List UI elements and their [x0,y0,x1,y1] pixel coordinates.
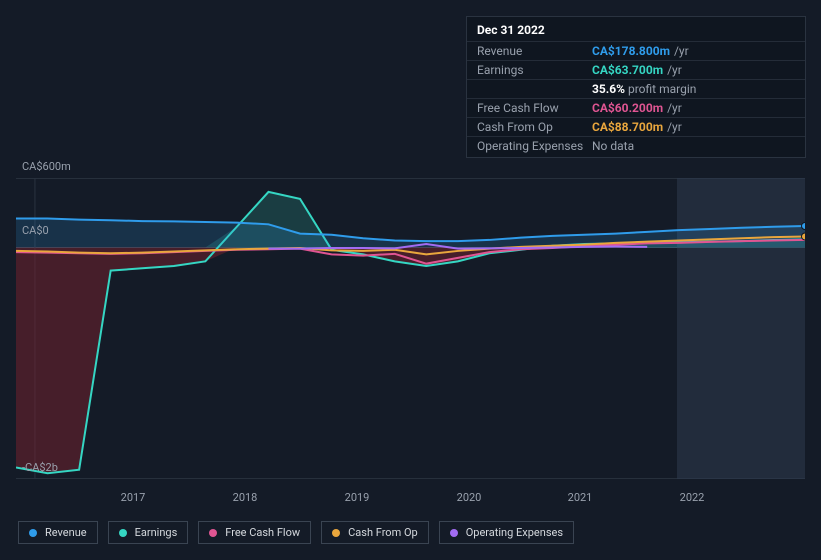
tooltip-row: RevenueCA$178.800m/yr [467,41,805,60]
y-axis-label: -CA$2b [22,461,58,474]
tooltip-value: CA$88.700m/yr [592,120,795,134]
tooltip-row: Cash From OpCA$88.700m/yr [467,117,805,136]
tooltip-label: Earnings [477,63,592,77]
tooltip-value: CA$178.800m/yr [592,44,795,58]
x-axis-label: 2019 [345,491,370,504]
legend-swatch [119,529,127,537]
tooltip-value: No data [592,139,795,153]
x-axis-label: 2022 [680,491,705,504]
x-axis-label: 2017 [121,491,146,504]
tooltip-value: CA$63.700m/yr [592,63,795,77]
legend-swatch [29,529,37,537]
tooltip-row: Operating ExpensesNo data [467,136,805,155]
financial-chart-widget: { "tooltip": { "position": {"left": 466,… [0,0,821,560]
tooltip-label: Revenue [477,44,592,58]
tooltip-label: Operating Expenses [477,139,592,153]
legend-label: Operating Expenses [466,526,563,539]
tooltip-row: EarningsCA$63.700m/yr [467,60,805,79]
x-axis-label: 2018 [233,491,258,504]
legend-item-revenue[interactable]: Revenue [18,521,98,544]
legend-label: Free Cash Flow [225,526,300,539]
tooltip-date: Dec 31 2022 [467,23,805,41]
chart-legend: Revenue Earnings Free Cash Flow Cash From O… [18,521,574,544]
legend-label: Revenue [45,526,87,539]
legend-swatch [332,529,340,537]
tooltip-row: Free Cash FlowCA$60.200m/yr [467,98,805,117]
tooltip-label: Cash From Op [477,120,592,134]
y-axis-label: CA$600m [22,160,71,173]
chart-plot [16,178,805,479]
x-axis-label: 2021 [568,491,593,504]
tooltip-subrow: 35.6% profit margin [467,79,805,98]
chart-tooltip: Dec 31 2022 RevenueCA$178.800m/yrEarning… [466,16,806,158]
tooltip-label: Free Cash Flow [477,101,592,115]
tooltip-value: CA$60.200m/yr [592,101,795,115]
legend-item-cashop[interactable]: Cash From Op [321,521,429,544]
legend-swatch [450,529,458,537]
legend-item-fcf[interactable]: Free Cash Flow [198,521,311,544]
legend-label: Earnings [135,526,178,539]
legend-swatch [209,529,217,537]
legend-item-earnings[interactable]: Earnings [108,521,189,544]
y-axis-label: CA$0 [22,224,49,237]
legend-label: Cash From Op [348,526,418,539]
x-axis-label: 2020 [457,491,482,504]
legend-item-opex[interactable]: Operating Expenses [439,521,574,544]
